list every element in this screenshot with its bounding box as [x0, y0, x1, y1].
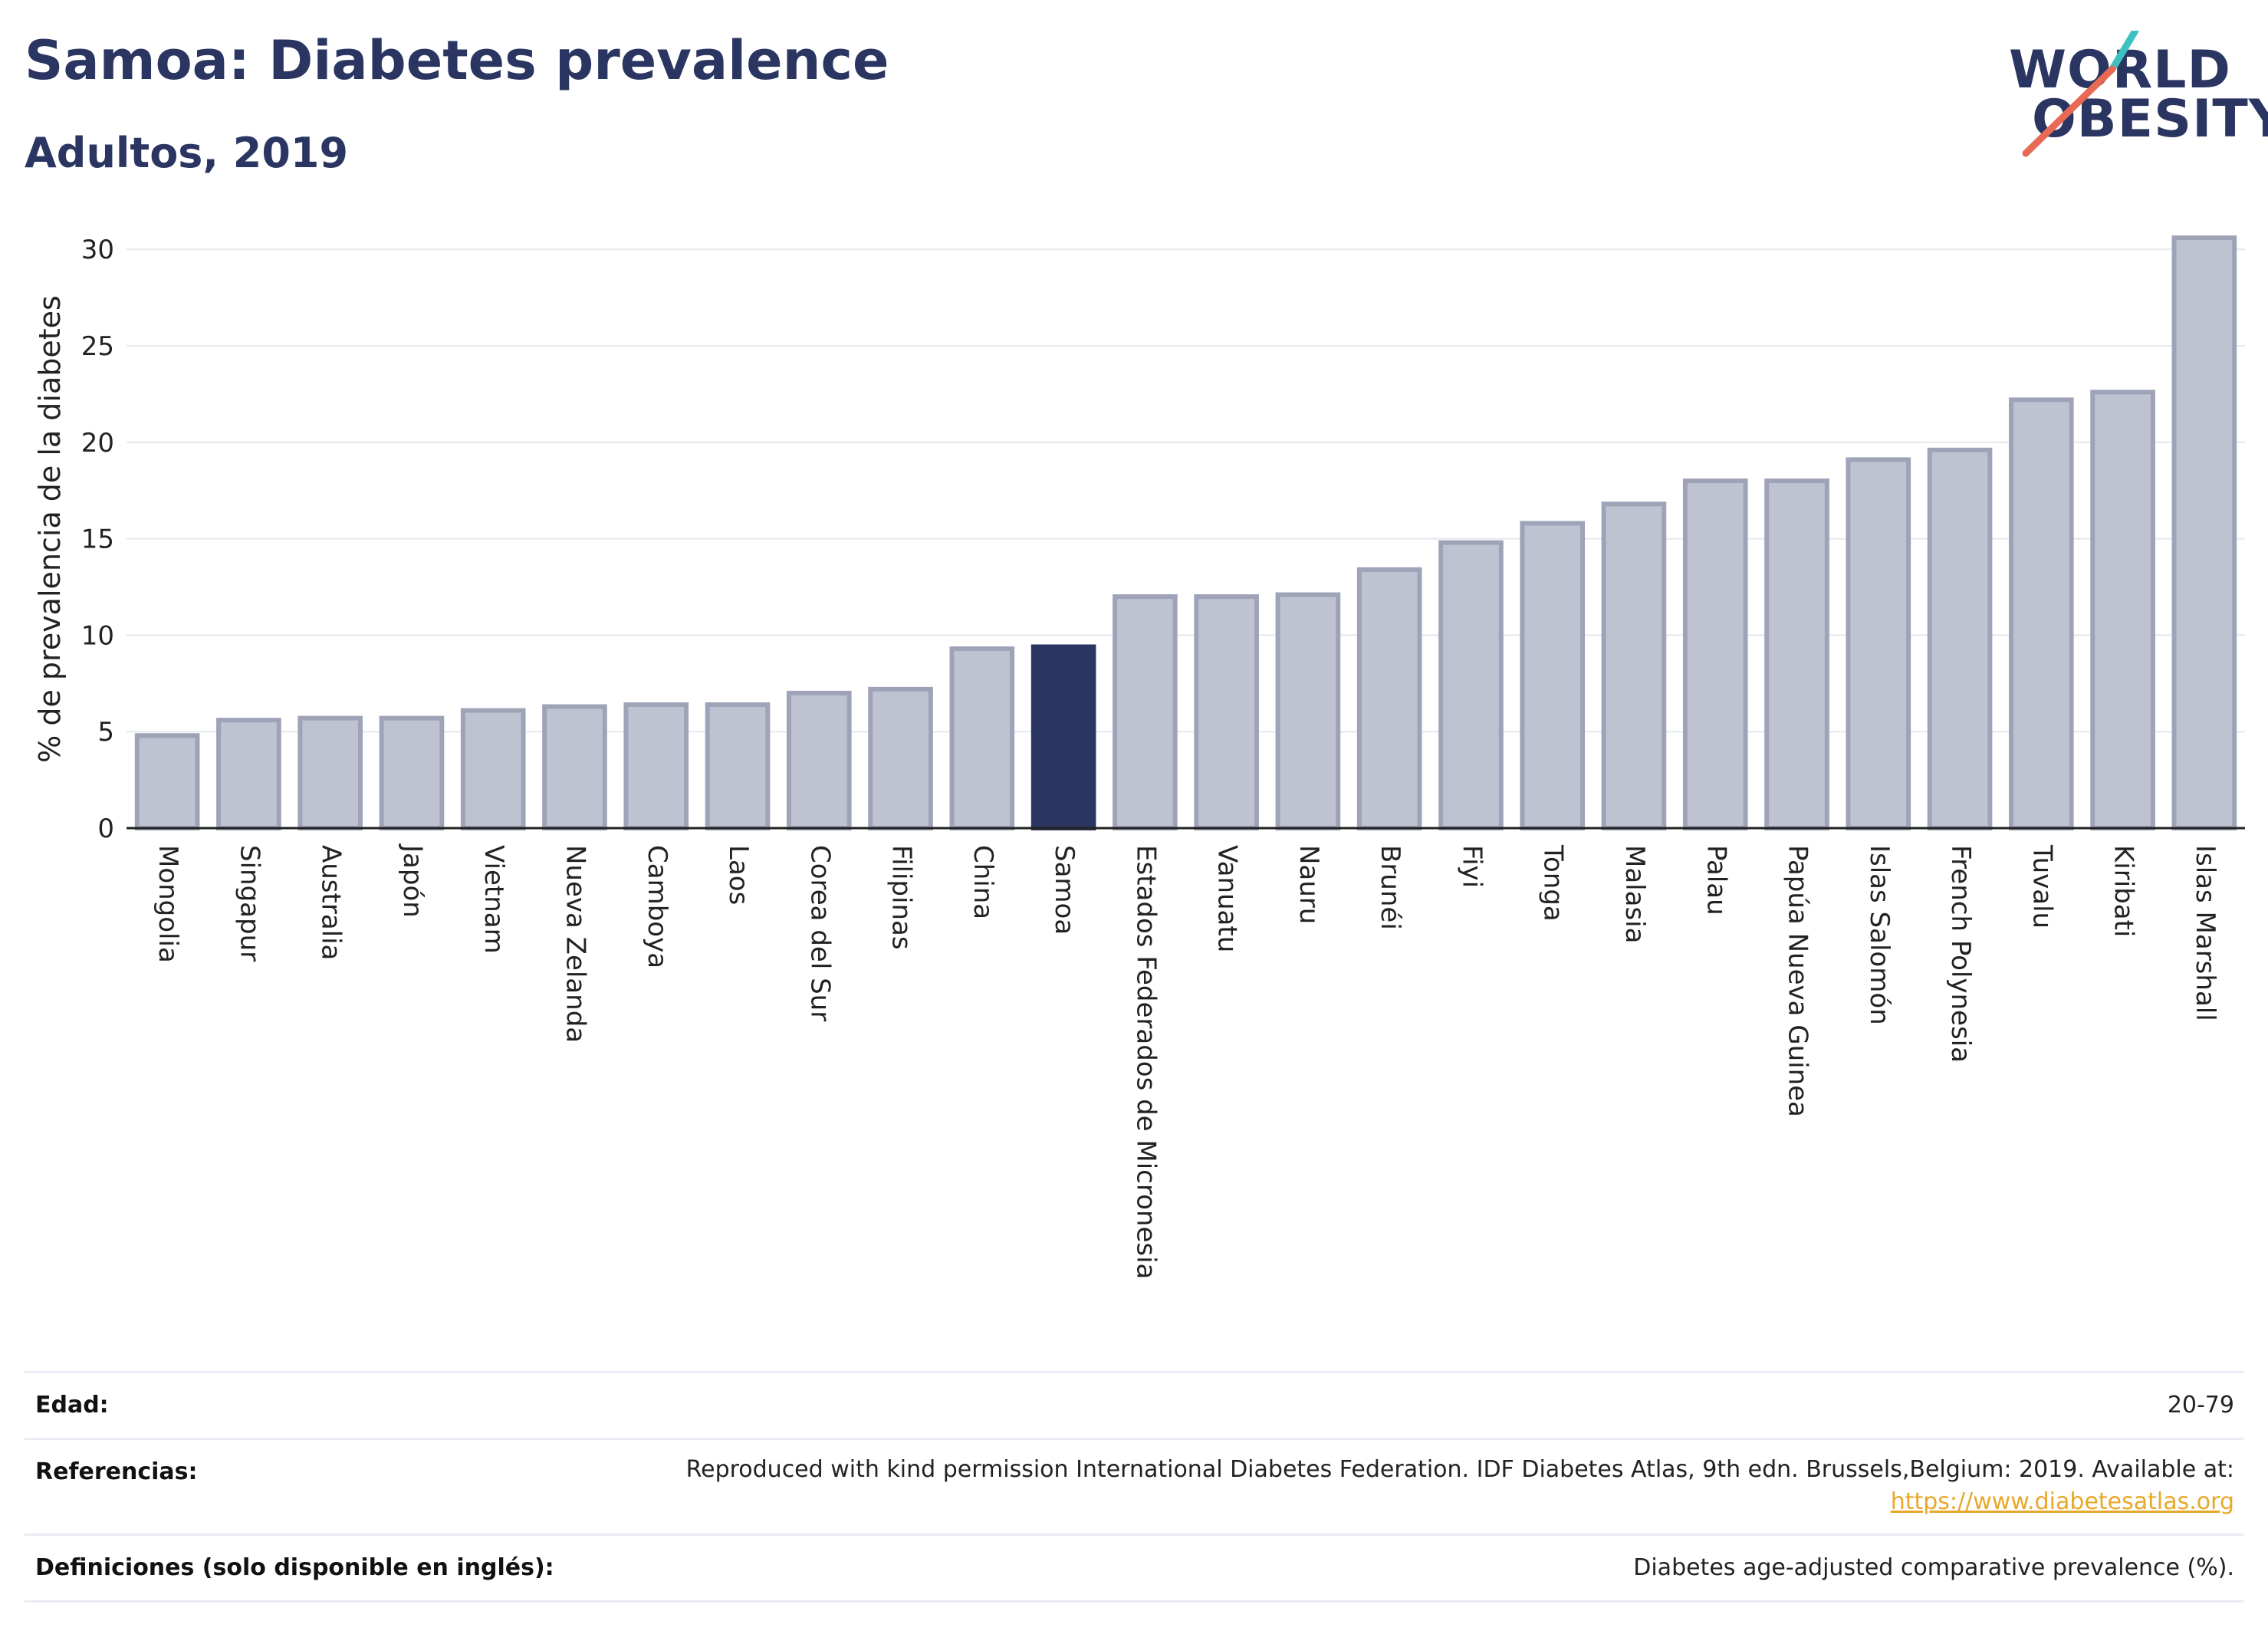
page-title: Samoa: Diabetes prevalence	[25, 29, 889, 92]
x-category-label: Tonga	[1538, 844, 1569, 922]
gridlines	[127, 248, 2245, 733]
bar	[868, 686, 933, 830]
x-category-label: Vietnam	[478, 845, 509, 954]
x-axis-labels: Mongolia Singapur Australia Japón Vietnam Nue…	[153, 843, 2220, 1279]
x-category-label: Japón	[397, 843, 428, 918]
y-axis-title: % de prevalencia de la diabetes	[33, 295, 67, 763]
bar	[1113, 594, 1178, 830]
y-tick-label: 0	[97, 814, 114, 844]
y-axis-ticks: 0 5 10 15 20 25 30	[81, 235, 114, 844]
bar	[623, 702, 689, 830]
x-category-label: Malasia	[1619, 845, 1650, 943]
x-category-label: Brunéi	[1375, 845, 1405, 930]
bar	[2090, 390, 2155, 830]
x-category-label: Nauru	[1293, 845, 1324, 924]
bar	[1438, 540, 1504, 830]
x-category-label: Mongolia	[153, 845, 183, 963]
bar	[2009, 397, 2074, 830]
y-tick-label: 10	[81, 620, 114, 651]
x-category-label: Camboya	[642, 845, 672, 968]
x-category-label: Samoa	[1049, 845, 1080, 935]
info-label: Referencias:	[35, 1458, 198, 1485]
x-category-label: Papúa Nueva Guinea	[1783, 845, 1813, 1117]
x-category-label: French Polynesia	[1945, 845, 1976, 1063]
bar	[216, 718, 281, 831]
x-category-label: Australia	[316, 845, 347, 960]
x-category-label: Estados Federados de Micronesia	[1130, 845, 1161, 1279]
bar-highlight	[1030, 644, 1096, 831]
x-category-label: Islas Marshall	[2190, 845, 2220, 1021]
bar	[1846, 457, 1911, 830]
x-category-label: Vanuatu	[1212, 845, 1243, 952]
x-category-label: Tuvalu	[2026, 844, 2057, 929]
x-category-label: Fiyi	[1456, 845, 1487, 888]
logo-slash-icon	[2022, 31, 2139, 157]
bar	[1356, 567, 1422, 830]
info-value: 20-79	[2167, 1392, 2234, 1419]
bar	[2171, 235, 2237, 831]
bar-chart: 0 5 10 15 20 25 30 Mongolia Singapur Australia Ja…	[33, 235, 2245, 1279]
info-row-age: Edad: 20-79	[25, 1371, 2243, 1438]
world-obesity-logo: WORLD OBESITY	[2001, 31, 2268, 169]
x-category-label: Islas Salomón	[1864, 845, 1895, 1025]
bar	[1275, 592, 1341, 830]
x-category-label: Laos	[723, 845, 754, 905]
bar	[1520, 521, 1586, 830]
x-category-label: Nueva Zelanda	[560, 845, 590, 1043]
bar	[379, 715, 445, 830]
bar	[705, 702, 771, 830]
info-value: Diabetes age-adjusted comparative preval…	[1633, 1554, 2234, 1581]
y-tick-label: 20	[81, 428, 114, 459]
info-value: Reproduced with kind permission Internat…	[685, 1456, 2234, 1483]
bar	[1194, 594, 1259, 830]
bar	[297, 715, 363, 830]
x-category-label: China	[968, 845, 998, 919]
bar	[134, 733, 200, 831]
bar	[1601, 501, 1667, 830]
bar	[1927, 447, 1993, 830]
x-category-label: Singapur	[234, 845, 265, 962]
logo-line-2: OBESITY	[2032, 89, 2268, 150]
bar	[1682, 478, 1748, 830]
info-label: Definiciones (solo disponible en inglés)…	[35, 1554, 554, 1581]
x-category-label: Palau	[1701, 845, 1731, 916]
y-tick-label: 25	[81, 331, 114, 362]
y-tick-label: 15	[81, 524, 114, 555]
bar	[1764, 478, 1829, 830]
bar	[949, 646, 1015, 830]
x-category-label: Filipinas	[886, 845, 917, 950]
info-row-references: Referencias: Reproduced with kind permis…	[25, 1438, 2243, 1534]
page-subtitle: Adultos, 2019	[25, 129, 349, 177]
bar	[542, 704, 607, 831]
bar	[786, 690, 852, 830]
y-tick-label: 30	[81, 235, 114, 265]
x-category-label: Corea del Sur	[804, 845, 835, 1021]
bars	[134, 235, 2237, 831]
info-table: Edad: 20-79 Referencias: Reproduced with…	[25, 1371, 2243, 1603]
info-row-definitions: Definiciones (solo disponible en inglés)…	[25, 1534, 2243, 1603]
reference-link[interactable]: https://www.diabetesatlas.org	[1890, 1488, 2234, 1515]
bar	[460, 708, 526, 830]
info-label: Edad:	[35, 1392, 109, 1419]
y-tick-label: 5	[97, 717, 114, 748]
x-category-label: Kiribati	[2109, 845, 2139, 937]
